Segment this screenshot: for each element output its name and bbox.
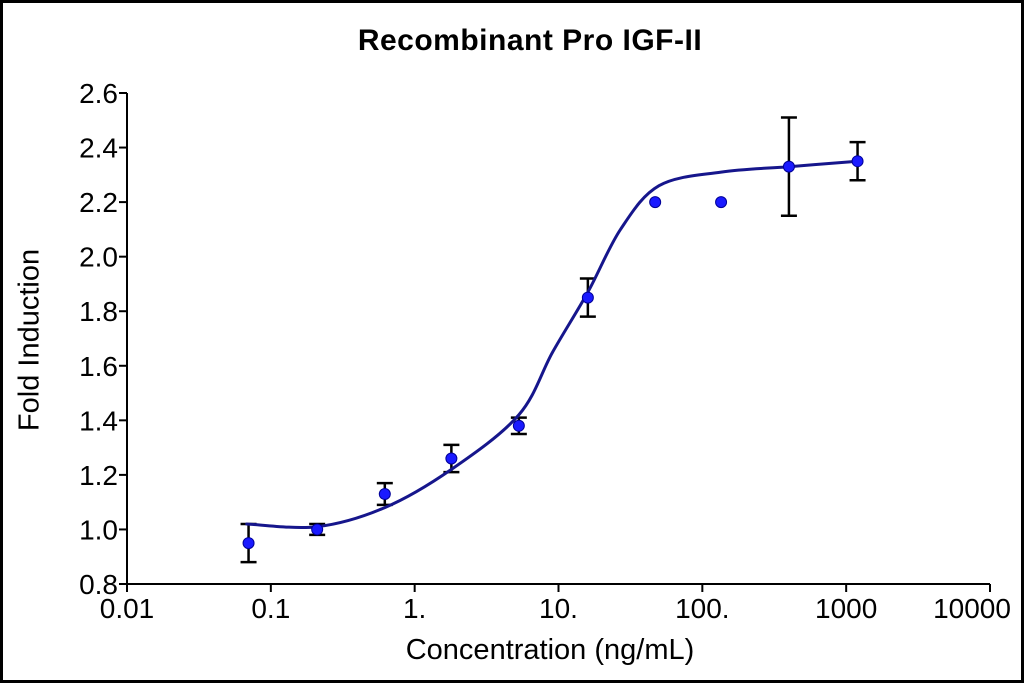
data-point [378,487,391,500]
y-tick-label: 1.6 [79,351,118,382]
y-tick-label: 1.8 [79,296,118,327]
data-point [581,291,594,304]
data-point [445,452,458,465]
x-tick-label: 1000 [815,593,877,624]
data-point [649,196,662,209]
y-tick-label: 1.4 [79,405,118,436]
x-tick-label: 0.01 [100,593,155,624]
y-tick-label: 2.0 [79,242,118,273]
data-point [512,419,525,432]
data-point [782,160,795,173]
x-tick-label: 0.1 [251,593,290,624]
x-tick-label: 10. [539,593,578,624]
x-tick-label: 10000 [933,593,1011,624]
x-tick-label: 1. [403,593,426,624]
y-tick-label: 0.8 [79,569,118,600]
data-point [715,196,728,209]
data-point [851,155,864,168]
y-tick-label: 2.4 [79,133,118,164]
chart-title: Recombinant Pro IGF-II [357,24,703,57]
fit-curve [245,159,860,529]
y-tick-label: 1.0 [79,514,118,545]
data-point [242,537,255,550]
y-tick-label: 2.6 [79,78,118,109]
y-tick-label: 1.2 [79,460,118,491]
data-point [311,523,324,536]
y-tick-label: 2.2 [79,187,118,218]
x-axis-title: Concentration (ng/mL) [405,634,695,666]
x-tick-label: 100. [675,593,730,624]
